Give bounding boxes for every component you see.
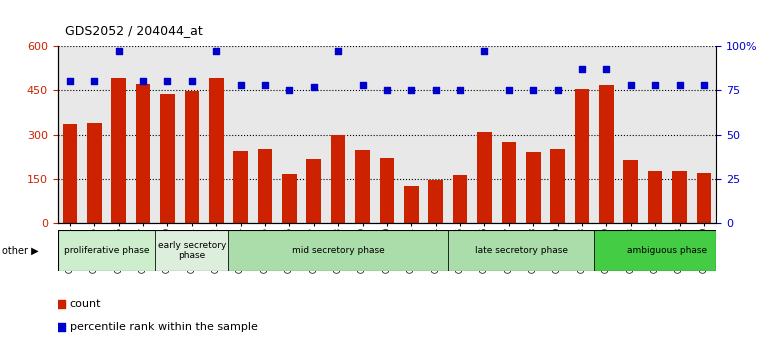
Point (430, 87, 442, 93)
Bar (453, 175, 467, 223)
Point (503, 87, 515, 93)
Bar (233, 152, 248, 223)
Bar (526, 152, 541, 223)
Point (454, 87, 466, 93)
Bar (282, 175, 296, 223)
Bar (501, 142, 516, 223)
Bar (185, 91, 199, 223)
Point (698, 82, 710, 88)
Text: GDS2052 / 204044_at: GDS2052 / 204044_at (65, 24, 203, 37)
Bar (574, 89, 589, 223)
Point (161, 79, 173, 84)
Bar (258, 149, 273, 223)
Text: ambiguous phase: ambiguous phase (628, 246, 708, 255)
Bar (648, 171, 662, 223)
Point (624, 82, 637, 88)
Point (405, 87, 417, 93)
Bar (697, 173, 711, 223)
Point (576, 66, 588, 72)
Bar (428, 180, 443, 223)
FancyBboxPatch shape (58, 230, 156, 271)
Point (527, 87, 539, 93)
Bar (355, 150, 370, 223)
Bar (404, 186, 419, 223)
Point (380, 87, 393, 93)
Point (112, 48, 125, 54)
FancyBboxPatch shape (594, 230, 741, 271)
Text: early secretory
phase: early secretory phase (158, 241, 226, 260)
Point (186, 79, 198, 84)
Bar (551, 149, 565, 223)
Point (410, 200, 423, 205)
Bar (380, 158, 394, 223)
Text: mid secretory phase: mid secretory phase (292, 246, 384, 255)
Text: count: count (69, 299, 101, 309)
Point (88, 79, 100, 84)
Point (210, 48, 223, 54)
Bar (477, 132, 492, 223)
Bar (62, 124, 77, 223)
FancyBboxPatch shape (229, 230, 448, 271)
Point (478, 48, 490, 54)
Bar (672, 171, 687, 223)
FancyBboxPatch shape (448, 230, 594, 271)
Bar (306, 159, 321, 223)
Text: other ▶: other ▶ (2, 245, 38, 256)
Bar (160, 94, 175, 223)
Bar (599, 85, 614, 223)
Point (551, 87, 564, 93)
Point (307, 84, 320, 90)
Bar (209, 79, 223, 223)
Point (332, 48, 344, 54)
Text: proliferative phase: proliferative phase (64, 246, 149, 255)
Bar (331, 135, 346, 223)
Point (259, 82, 271, 88)
Point (601, 66, 613, 72)
Bar (136, 84, 150, 223)
Bar (112, 79, 126, 223)
Bar (87, 123, 102, 223)
Text: late secretory phase: late secretory phase (474, 246, 567, 255)
Point (283, 87, 296, 93)
Point (64, 79, 76, 84)
FancyBboxPatch shape (156, 230, 229, 271)
Text: percentile rank within the sample: percentile rank within the sample (69, 322, 257, 332)
Point (357, 82, 369, 88)
Point (673, 82, 685, 88)
Bar (624, 160, 638, 223)
Point (234, 82, 246, 88)
Point (649, 82, 661, 88)
Point (137, 79, 149, 84)
